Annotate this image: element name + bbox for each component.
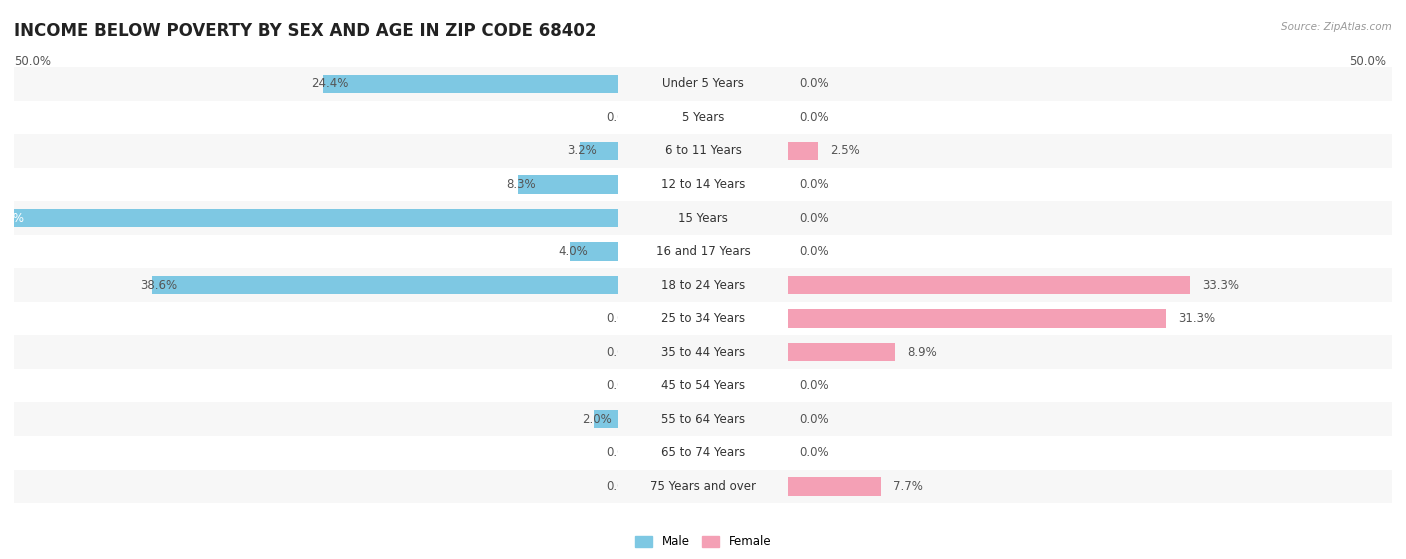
Text: 0.0%: 0.0% [800, 178, 830, 191]
Text: 16 and 17 Years: 16 and 17 Years [655, 245, 751, 258]
Bar [619, 67, 787, 101]
Text: 2.0%: 2.0% [582, 413, 612, 426]
Bar [0, 470, 1406, 503]
Bar [787, 310, 1166, 328]
Bar [0, 168, 1406, 201]
Bar [0, 369, 1406, 402]
Text: 0.0%: 0.0% [606, 446, 636, 459]
Text: 38.6%: 38.6% [139, 278, 177, 292]
Text: 8.9%: 8.9% [907, 345, 936, 359]
Bar [0, 335, 1406, 369]
Text: 8.3%: 8.3% [506, 178, 536, 191]
Text: 50.0%: 50.0% [1348, 55, 1386, 68]
Text: 31.3%: 31.3% [1178, 312, 1215, 325]
Bar [0, 101, 1406, 134]
Text: 5 Years: 5 Years [682, 111, 724, 124]
Text: 3.2%: 3.2% [568, 144, 598, 158]
Bar [0, 436, 1406, 470]
Bar [0, 369, 1406, 402]
Text: 6 to 11 Years: 6 to 11 Years [665, 144, 741, 158]
Bar [0, 134, 1406, 168]
Text: 50.0%: 50.0% [0, 211, 24, 225]
Bar [0, 335, 1406, 369]
Text: 2.5%: 2.5% [830, 144, 859, 158]
Bar [787, 276, 1189, 294]
Text: 0.0%: 0.0% [606, 111, 636, 124]
Text: 24.4%: 24.4% [311, 77, 349, 91]
Text: 4.0%: 4.0% [558, 245, 588, 258]
Bar [569, 243, 619, 260]
Text: 0.0%: 0.0% [800, 446, 830, 459]
Text: 75 Years and over: 75 Years and over [650, 480, 756, 493]
Text: 0.0%: 0.0% [800, 77, 830, 91]
Text: Source: ZipAtlas.com: Source: ZipAtlas.com [1281, 22, 1392, 32]
Bar [619, 335, 787, 369]
Legend: Male, Female: Male, Female [630, 530, 776, 553]
Bar [323, 74, 619, 93]
Bar [0, 470, 1406, 503]
Bar [619, 134, 787, 168]
Text: 0.0%: 0.0% [800, 245, 830, 258]
Bar [787, 142, 818, 160]
Text: INCOME BELOW POVERTY BY SEX AND AGE IN ZIP CODE 68402: INCOME BELOW POVERTY BY SEX AND AGE IN Z… [14, 22, 596, 40]
Bar [152, 276, 619, 294]
Text: 0.0%: 0.0% [800, 111, 830, 124]
Bar [595, 410, 619, 429]
Text: 35 to 44 Years: 35 to 44 Years [661, 345, 745, 359]
Bar [0, 302, 1406, 335]
Text: 0.0%: 0.0% [800, 413, 830, 426]
Bar [579, 142, 619, 160]
Bar [619, 268, 787, 302]
Bar [0, 268, 1406, 302]
Text: 0.0%: 0.0% [800, 379, 830, 392]
Text: 7.7%: 7.7% [893, 480, 922, 493]
Bar [0, 168, 1406, 201]
Bar [619, 101, 787, 134]
Text: Under 5 Years: Under 5 Years [662, 77, 744, 91]
Bar [0, 67, 1406, 101]
Text: 65 to 74 Years: 65 to 74 Years [661, 446, 745, 459]
Bar [0, 402, 1406, 436]
Bar [0, 402, 1406, 436]
Bar [619, 168, 787, 201]
Bar [0, 235, 1406, 268]
Bar [0, 201, 1406, 235]
Bar [0, 201, 1406, 235]
Text: 0.0%: 0.0% [606, 345, 636, 359]
Bar [619, 402, 787, 436]
Text: 0.0%: 0.0% [606, 312, 636, 325]
Bar [787, 343, 896, 362]
Text: 0.0%: 0.0% [606, 379, 636, 392]
Bar [517, 175, 619, 193]
Bar [0, 134, 1406, 168]
Bar [619, 470, 787, 503]
Bar [619, 235, 787, 268]
Bar [0, 302, 1406, 335]
Text: 50.0%: 50.0% [14, 55, 51, 68]
Text: 0.0%: 0.0% [606, 480, 636, 493]
Text: 25 to 34 Years: 25 to 34 Years [661, 312, 745, 325]
Bar [787, 477, 880, 496]
Text: 33.3%: 33.3% [1202, 278, 1239, 292]
Bar [14, 209, 619, 227]
Text: 12 to 14 Years: 12 to 14 Years [661, 178, 745, 191]
Bar [0, 67, 1406, 101]
Bar [619, 302, 787, 335]
Text: 0.0%: 0.0% [800, 211, 830, 225]
Text: 18 to 24 Years: 18 to 24 Years [661, 278, 745, 292]
Bar [619, 201, 787, 235]
Bar [619, 436, 787, 470]
Text: 45 to 54 Years: 45 to 54 Years [661, 379, 745, 392]
Text: 55 to 64 Years: 55 to 64 Years [661, 413, 745, 426]
Bar [619, 369, 787, 402]
Bar [0, 268, 1406, 302]
Text: 15 Years: 15 Years [678, 211, 728, 225]
Bar [0, 436, 1406, 470]
Bar [0, 101, 1406, 134]
Bar [0, 235, 1406, 268]
